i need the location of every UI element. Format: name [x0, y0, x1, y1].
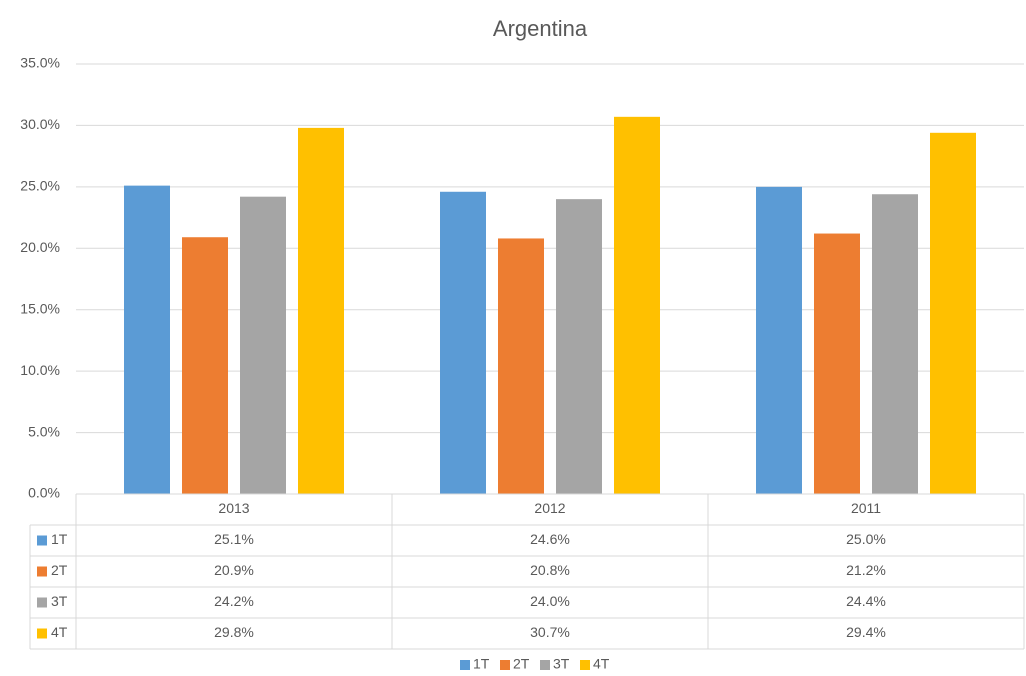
legend-label: 4T [593, 656, 610, 672]
table-value: 29.8% [214, 624, 254, 640]
table-value: 24.4% [846, 593, 886, 609]
bar [124, 185, 170, 494]
bar [298, 127, 344, 494]
y-tick-label: 15.0% [20, 300, 60, 316]
y-tick-label: 25.0% [20, 178, 60, 194]
table-legend-key [37, 597, 47, 608]
bar [930, 132, 976, 495]
legend-key [500, 660, 510, 670]
y-tick-label: 35.0% [20, 55, 60, 71]
x-tick-label: 2012 [534, 500, 565, 516]
table-value: 30.7% [530, 624, 570, 640]
table-value: 20.8% [530, 562, 570, 578]
table-value: 25.1% [214, 531, 254, 547]
y-tick-label: 0.0% [28, 485, 60, 501]
bar [498, 238, 544, 494]
y-tick-label: 10.0% [20, 362, 60, 378]
bar [240, 196, 286, 494]
bar [756, 186, 802, 494]
x-tick-label: 2011 [851, 500, 881, 516]
x-tick-label: 2013 [218, 500, 249, 516]
legend-label: 1T [473, 656, 490, 672]
table-legend-key [37, 628, 47, 639]
bar [614, 116, 660, 494]
table-value: 20.9% [214, 562, 254, 578]
table-value: 25.0% [846, 531, 886, 547]
y-tick-label: 20.0% [20, 239, 60, 255]
legend-key [540, 660, 550, 670]
table-series-name: 1T [51, 531, 68, 547]
table-value: 29.4% [846, 624, 886, 640]
table-value: 24.0% [530, 593, 570, 609]
table-legend-key [37, 535, 47, 546]
legend-key [580, 660, 590, 670]
bar [814, 233, 860, 495]
legend-label: 2T [513, 656, 530, 672]
table-series-name: 2T [51, 562, 68, 578]
y-tick-label: 5.0% [28, 423, 60, 439]
bar [556, 199, 602, 494]
table-legend-key [37, 566, 47, 577]
legend-label: 3T [553, 656, 570, 672]
bar [182, 237, 228, 494]
table-value: 24.2% [214, 593, 254, 609]
table-series-name: 3T [51, 593, 68, 609]
table-value: 24.6% [530, 531, 570, 547]
bar [440, 191, 486, 494]
table-series-name: 4T [51, 624, 68, 640]
table-value: 21.2% [846, 562, 886, 578]
chart-title: Argentina [493, 16, 588, 41]
y-tick-label: 30.0% [20, 116, 60, 132]
bar [872, 194, 918, 494]
legend-key [460, 660, 470, 670]
